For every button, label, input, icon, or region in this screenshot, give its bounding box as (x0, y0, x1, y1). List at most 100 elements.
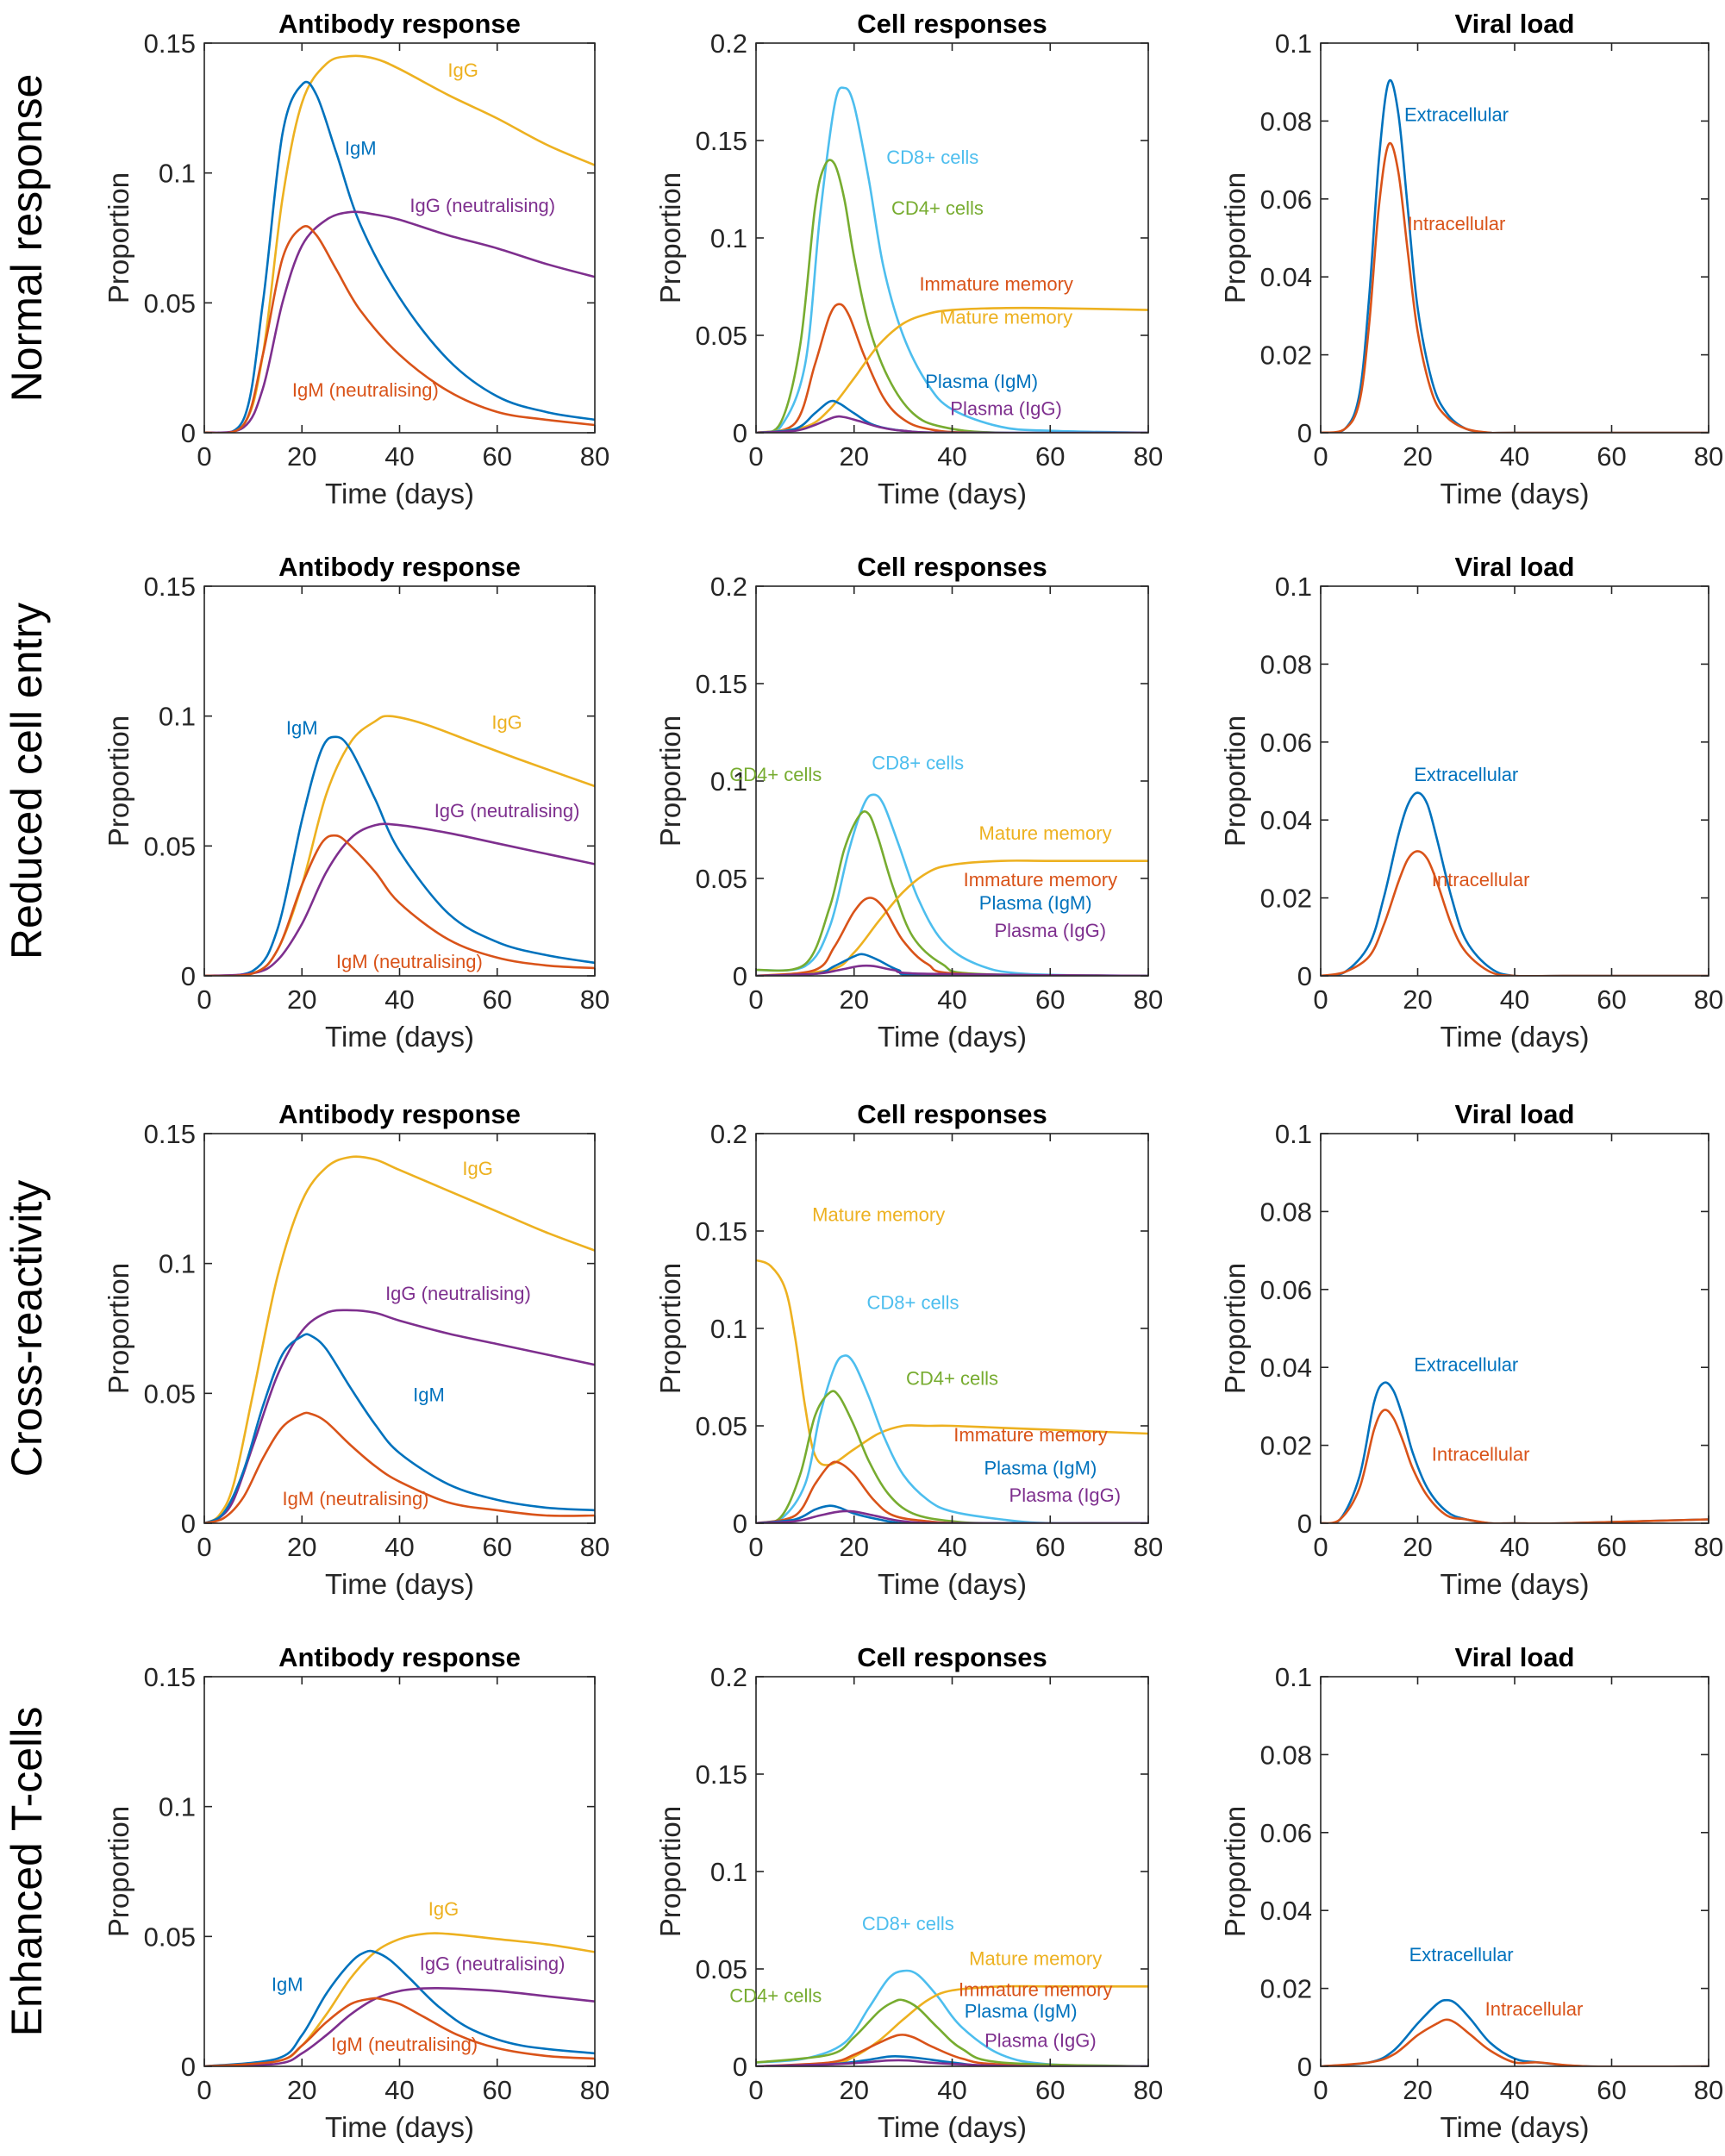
series-label-cd4-cells: CD4+ cells (729, 1984, 822, 2006)
y-tick-label: 0.1 (710, 1314, 747, 1344)
series-lines (204, 715, 595, 976)
series-line-igg-neutralising (204, 822, 595, 976)
x-tick-label: 0 (197, 984, 211, 1015)
axes-box (203, 42, 596, 434)
series-label-mature-memory: Mature memory (979, 822, 1112, 844)
y-tick-label: 0 (1297, 961, 1312, 991)
row-label-normal-response: Normal response (3, 74, 51, 403)
axes-box (203, 1133, 596, 1524)
x-tick-label: 80 (1134, 984, 1163, 1015)
x-tick-label: 40 (384, 984, 414, 1015)
panel-title: Viral load (1455, 9, 1575, 39)
series-label-igm-neutralising: IgM (neutralising) (292, 379, 439, 401)
x-axis-label: Time (days) (878, 1021, 1027, 1053)
x-axis-label: Time (days) (325, 478, 474, 509)
series-label-plasma-igm: Plasma (IgM) (979, 892, 1092, 914)
series-line-plasma-igm (756, 1504, 1148, 1523)
y-tick-label: 0.04 (1260, 805, 1312, 835)
y-axis-label: Proportion (103, 172, 134, 303)
series-line-plasma-igg (756, 964, 1148, 976)
series-line-cd4-cells (756, 159, 1148, 433)
y-tick-label: 0.02 (1260, 1974, 1312, 2004)
y-tick-label: 0.05 (696, 321, 747, 351)
y-tick-label: 0.1 (1275, 572, 1312, 602)
x-tick-label: 60 (1035, 984, 1065, 1015)
x-tick-label: 0 (197, 441, 211, 472)
y-tick-label: 0.08 (1260, 1197, 1312, 1227)
y-tick-label: 0.02 (1260, 1431, 1312, 1461)
panel-title: Cell responses (857, 1099, 1047, 1129)
y-tick-label: 0.15 (696, 1759, 747, 1790)
row-labels: Normal response Reduced cell entry Cross-r… (3, 74, 51, 2037)
x-tick-label: 20 (840, 441, 869, 472)
y-tick-label: 0 (733, 2052, 747, 2082)
y-tick-label: 0.1 (159, 702, 196, 732)
series-label-igm: IgM (345, 138, 377, 159)
series-label-extracellular: Extracellular (1414, 1354, 1518, 1376)
series-label-igg-neutralising: IgG (neutralising) (409, 195, 555, 216)
series-label-immature-memory: Immature memory (919, 273, 1072, 295)
y-tick-label: 0 (733, 961, 747, 991)
y-axis-label: Proportion (1219, 172, 1251, 303)
axes-box (755, 1676, 1149, 2067)
y-tick-label: 0.1 (159, 1792, 196, 1822)
series-line-igg (204, 1155, 595, 1523)
y-tick-label: 0.04 (1260, 1896, 1312, 1926)
series-line-igm-neutralising (204, 1997, 595, 2066)
panel-antibody-response-r2c0: 0 20 40 60 80 0 0.05 0.1 0.15 Antibody response Ti… (103, 1099, 609, 1600)
series-label-plasma-igg: Plasma (IgG) (984, 2029, 1097, 2051)
y-tick-label: 0.1 (710, 1857, 747, 1887)
panel-viral-load-r1c2: 0 20 40 60 80 0 0.02 0.04 0.06 0.08 0.1 Viral load T… (1219, 552, 1723, 1053)
y-tick-label: 0.05 (696, 1954, 747, 1984)
series-label-cd8-cells: CD8+ cells (886, 147, 978, 168)
x-tick-label: 40 (937, 441, 966, 472)
x-tick-label: 80 (580, 441, 609, 472)
y-axis-label: Proportion (103, 716, 134, 847)
x-axis-label: Time (days) (325, 2111, 474, 2143)
y-tick-label: 0.05 (144, 831, 196, 861)
series-line-igm (204, 1949, 595, 2066)
y-tick-label: 0.08 (1260, 649, 1312, 679)
series-line-cd8-cells (756, 1354, 1148, 1523)
y-tick-label: 0.2 (710, 572, 747, 602)
x-tick-label: 40 (1500, 984, 1529, 1015)
series-label-igg: IgG (428, 1898, 459, 1920)
series-line-intracellular (1321, 2018, 1709, 2066)
y-tick-label: 0.05 (144, 1922, 196, 1952)
series-line-cd8-cells (756, 86, 1148, 433)
x-tick-label: 80 (1694, 984, 1723, 1015)
row-label-reduced-cell-entry: Reduced cell entry (3, 603, 51, 959)
x-tick-label: 80 (580, 2075, 609, 2105)
x-axis-label: Time (days) (1441, 1568, 1590, 1600)
x-tick-label: 20 (1403, 984, 1432, 1015)
series-label-plasma-igm: Plasma (IgM) (965, 2001, 1078, 2022)
panel-viral-load-r2c2: 0 20 40 60 80 0 0.02 0.04 0.06 0.08 0.1 Viral load T… (1219, 1099, 1723, 1600)
y-tick-label: 0.15 (144, 1662, 196, 1692)
series-label-igg: IgG (462, 1158, 492, 1179)
row-label-enhanced-t-cells: Enhanced T-cells (3, 1707, 51, 2037)
y-tick-label: 0.1 (1275, 1119, 1312, 1149)
series-line-intracellular (1321, 141, 1709, 433)
x-tick-label: 20 (1403, 441, 1432, 472)
series-line-mature-memory (756, 1259, 1148, 1466)
series-line-mature-memory (756, 859, 1148, 976)
x-tick-label: 40 (937, 1532, 966, 1562)
y-axis-label: Proportion (1219, 716, 1251, 847)
y-tick-label: 0 (181, 2052, 196, 2082)
y-tick-label: 0.15 (696, 126, 747, 156)
series-line-intracellular (1321, 1409, 1709, 1523)
y-axis-label: Proportion (103, 1806, 134, 1937)
y-tick-label: 0.1 (710, 223, 747, 253)
x-tick-label: 0 (748, 441, 763, 472)
series-label-intracellular: Intracellular (1432, 1444, 1530, 1465)
series-line-immature-memory (756, 2034, 1148, 2066)
series-line-plasma-igg (756, 1509, 1148, 1523)
x-tick-label: 0 (1313, 441, 1328, 472)
x-tick-label: 20 (287, 1532, 316, 1562)
series-lines (204, 1932, 595, 2066)
series-line-igm (204, 1333, 595, 1523)
x-tick-label: 20 (1403, 2075, 1432, 2105)
panel-title: Cell responses (857, 1642, 1047, 1672)
series-label-igg: IgG (447, 59, 478, 81)
y-tick-label: 0.05 (144, 288, 196, 318)
